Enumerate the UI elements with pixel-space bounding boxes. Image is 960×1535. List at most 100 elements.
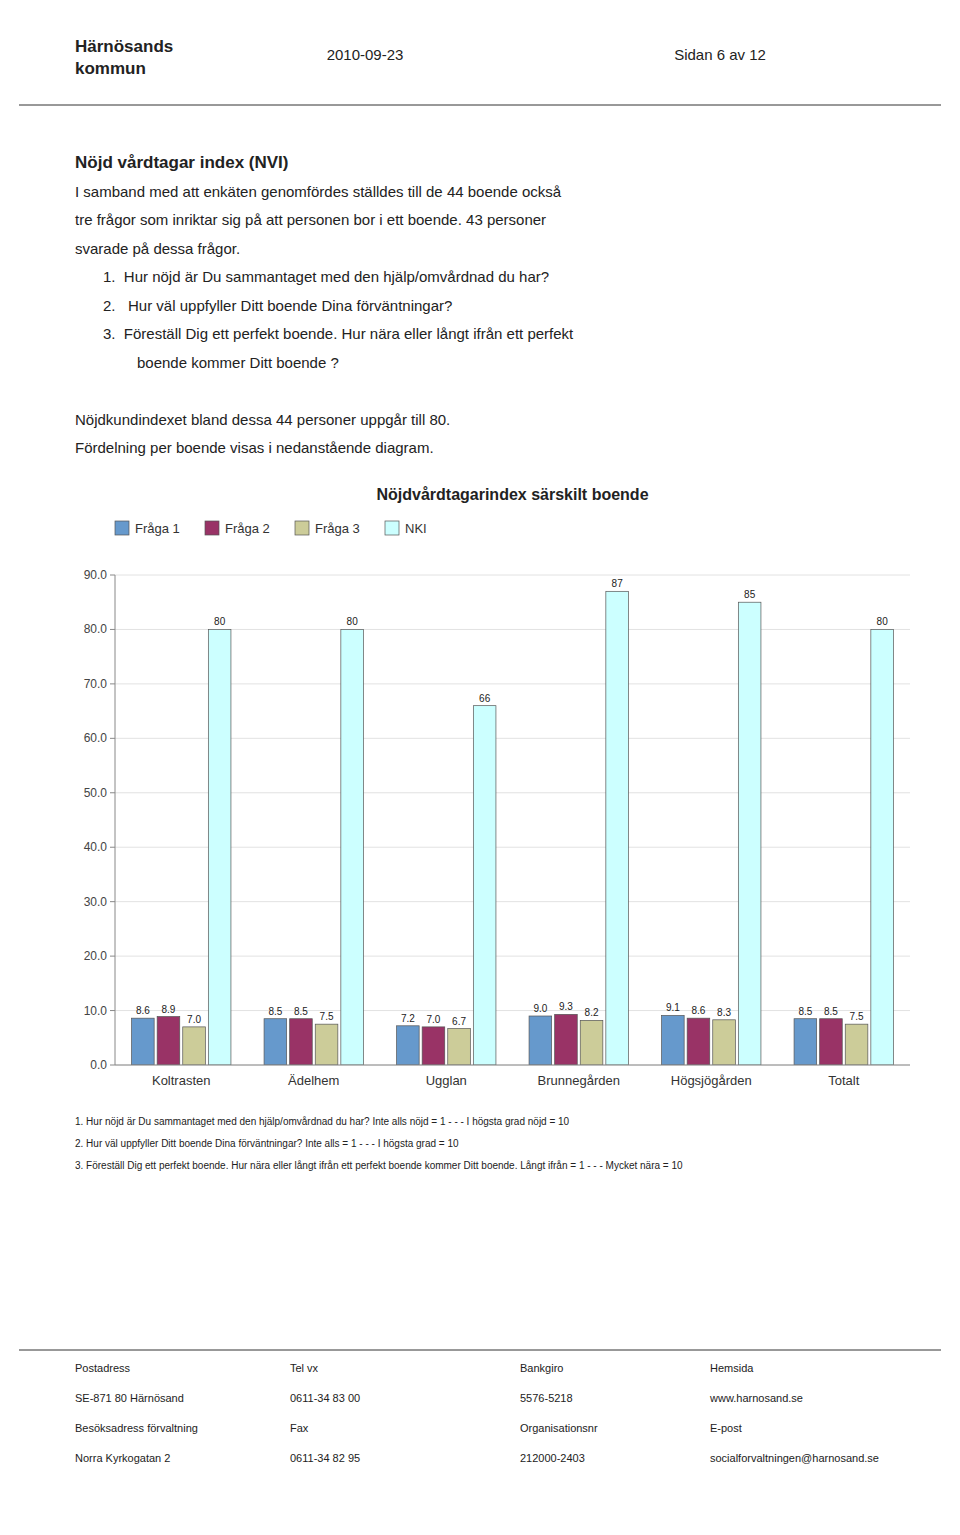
y-tick [110,738,115,739]
data-label: 9.1 [666,1002,680,1013]
y-tick [110,1010,115,1011]
bar [341,629,364,1065]
bar [448,1029,471,1065]
y-tick [110,847,115,848]
grid-line [115,901,910,902]
y-tick-label: 90.0 [84,568,108,582]
data-label: 80 [347,616,359,627]
y-tick [110,629,115,630]
chart-title: Nöjdvårdtagarindex särskilt boende [376,486,648,503]
bar [845,1024,868,1065]
data-label: 7.0 [187,1014,201,1025]
y-tick-label: 60.0 [84,731,108,745]
data-label: 8.2 [585,1007,599,1018]
y-tick [110,901,115,902]
footer-cell: Organisationsnr [520,1422,598,1434]
heading: Nöjd vårdtagar index (NVI) [75,153,288,172]
grid-line [115,683,910,684]
legend-label: Fråga 1 [135,521,180,536]
legend-label: Fråga 3 [315,521,360,536]
y-tick [110,1065,115,1066]
footer-cell: Besöksadress förvaltning [75,1422,198,1434]
y-tick-label: 40.0 [84,840,108,854]
data-label: 6.7 [452,1016,466,1027]
x-tick-label: Ädelhem [288,1073,339,1088]
x-tick-label: Brunnegården [538,1073,620,1088]
legend-label: Fråga 2 [225,521,270,536]
bar [871,629,894,1065]
x-tick-label: Ugglan [426,1073,467,1088]
body-line: Fördelning per boende visas i nedanståen… [75,439,434,456]
footer-cell: Postadress [75,1362,131,1374]
y-tick-label: 10.0 [84,1004,108,1018]
bar [264,1019,287,1065]
legend-label: NKI [405,521,427,536]
footer-cell: SE-871 80 Härnösand [75,1392,184,1404]
logo-text: kommun [75,59,146,78]
data-label: 8.9 [162,1004,176,1015]
bar [555,1014,578,1065]
bar [397,1026,420,1065]
grid-line [115,1010,910,1011]
footer-cell: Fax [290,1422,309,1434]
body-line: I samband med att enkäten genomfördes st… [75,183,562,200]
data-label: 80 [214,616,226,627]
footer: PostadressTel vxBankgiroHemsidaSE-871 80… [75,1362,879,1464]
data-label: 7.5 [850,1011,864,1022]
y-tick-label: 70.0 [84,677,108,691]
grid-line [115,575,910,576]
bar [157,1017,180,1065]
y-tick-label: 20.0 [84,949,108,963]
question-line: 3. Föreställ Dig ett perfekt boende. Hur… [103,325,574,342]
footer-cell: socialforvaltningen@harnosand.se [710,1452,879,1464]
header-page: Sidan 6 av 12 [674,46,766,63]
bar [529,1016,552,1065]
y-tick [110,683,115,684]
data-label: 8.6 [136,1005,150,1016]
question-line: 2. Hur väl uppfyller Ditt boende Dina fö… [103,297,452,314]
y-tick [110,956,115,957]
footer-cell: 0611-34 82 95 [290,1452,360,1464]
footer-cell: 5576-5218 [520,1392,573,1404]
y-tick-label: 0.0 [90,1058,107,1072]
footer-cell: 0611-34 83 00 [290,1392,360,1404]
x-axis: KoltrastenÄdelhemUgglanBrunnegårdenHögsj… [115,1065,910,1088]
x-tick-label: Koltrasten [152,1073,211,1088]
footnote: 2. Hur väl uppfyller Ditt boende Dina fö… [75,1138,459,1149]
body-text: Nöjd vårdtagar index (NVI) I samband med … [75,153,574,456]
data-label: 8.5 [798,1006,812,1017]
footer-cell: Hemsida [710,1362,754,1374]
bars [132,591,894,1065]
y-tick [110,792,115,793]
header-date: 2010-09-23 [327,46,404,63]
body-line: tre frågor som inriktar sig på att perso… [75,211,546,228]
data-label: 7.2 [401,1013,415,1024]
legend-swatch [295,521,309,535]
bar [315,1024,338,1065]
bar [208,629,231,1065]
grid-line [115,1065,910,1066]
bar [132,1018,155,1065]
footer-cell: Bankgiro [520,1362,563,1374]
footer-cell: E-post [710,1422,742,1434]
legend: Fråga 1 Fråga 2 Fråga 3 NKI [115,521,427,536]
footer-cell: Norra Kyrkogatan 2 [75,1452,170,1464]
grid-line [115,847,910,848]
data-label: 7.0 [427,1014,441,1025]
data-label: 9.0 [533,1003,547,1014]
y-tick-label: 30.0 [84,895,108,909]
bar [820,1019,843,1065]
bar [473,706,496,1065]
data-label: 80 [877,616,889,627]
data-label: 8.5 [268,1006,282,1017]
bar [713,1020,736,1065]
data-label: 7.5 [320,1011,334,1022]
grid-line [115,792,910,793]
grid-line [115,738,910,739]
data-labels: 8.68.57.29.09.18.58.98.57.09.38.68.57.07… [136,578,888,1026]
grid-line [115,629,910,630]
bar [290,1019,313,1065]
bar [606,591,629,1065]
data-label: 8.5 [294,1006,308,1017]
data-label: 8.3 [717,1007,731,1018]
